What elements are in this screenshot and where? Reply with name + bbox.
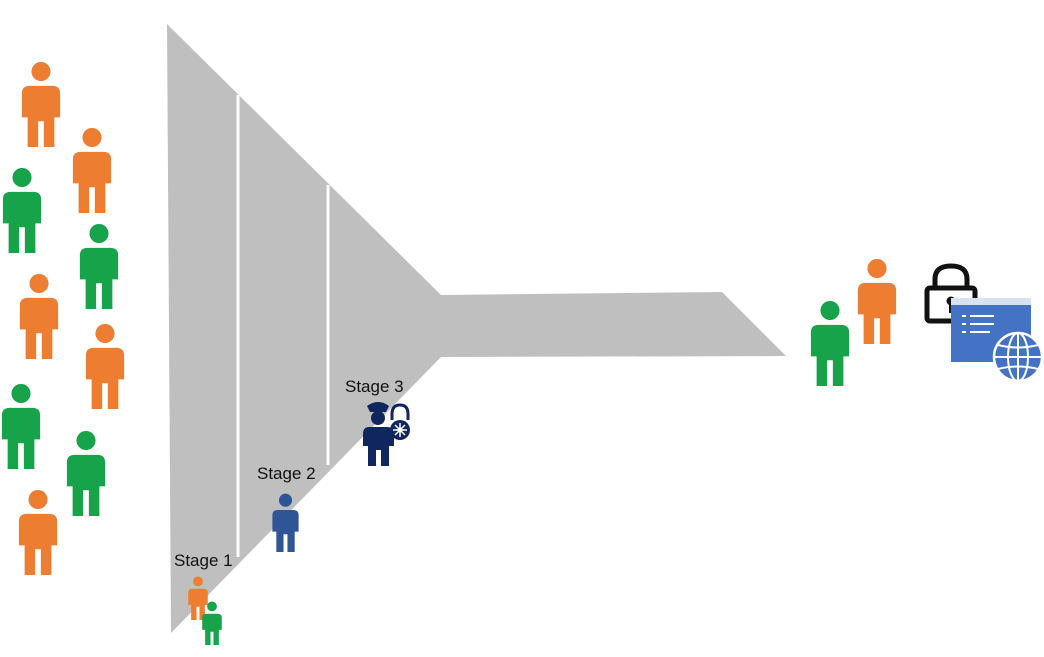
- person-icon: [79, 223, 119, 309]
- web-app-window-icon: [951, 298, 1044, 383]
- person-icon: [2, 167, 42, 253]
- person-icon: [202, 601, 222, 645]
- person-icon: [72, 127, 112, 213]
- stage-3: Stage 3: [345, 377, 410, 466]
- person-icon: [810, 300, 850, 386]
- person-icon: [21, 61, 61, 147]
- person-icon: [18, 489, 58, 575]
- stage-2-label: Stage 2: [257, 464, 316, 483]
- globe-icon: [992, 331, 1044, 383]
- person-icon: [85, 323, 125, 409]
- stage-1: Stage 1: [174, 551, 233, 645]
- stage-1-label: Stage 1: [174, 551, 233, 570]
- person-icon: [1, 383, 41, 469]
- person-icon: [857, 258, 897, 344]
- person-icon: [66, 430, 106, 516]
- funnel-body: [167, 24, 786, 633]
- stage-2: Stage 2: [257, 464, 316, 552]
- stage-3-label: Stage 3: [345, 377, 404, 396]
- user-crowd: [1, 61, 125, 575]
- verified-users: [810, 258, 897, 386]
- person-icon: [19, 273, 59, 359]
- security-guard-icon: [363, 402, 410, 466]
- funnel: [167, 24, 786, 633]
